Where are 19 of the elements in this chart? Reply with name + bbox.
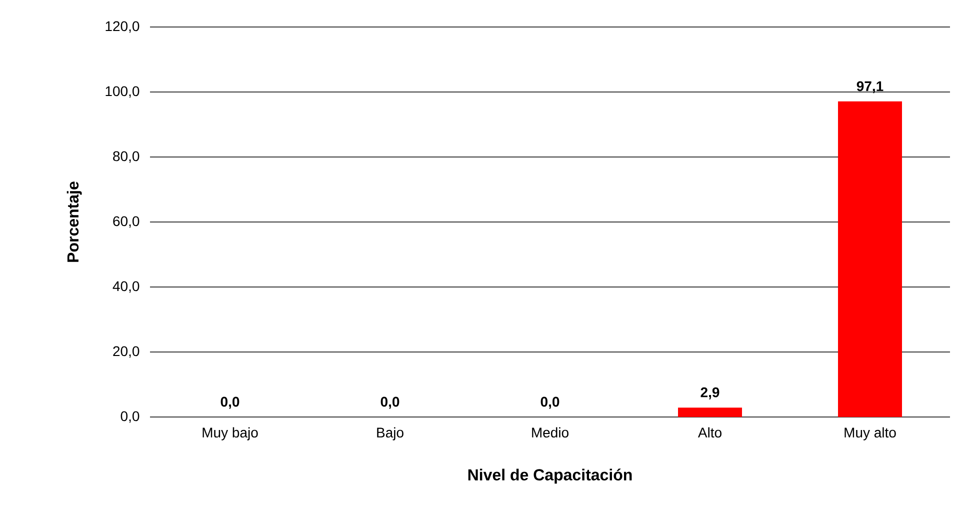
- x-tick-label: Bajo: [377, 427, 404, 440]
- y-tick-label: 60,0: [113, 216, 140, 228]
- y-tick-label: 40,0: [112, 281, 140, 293]
- data-label: 97,1: [856, 81, 884, 94]
- x-tick-label: Muy alto: [844, 427, 896, 440]
- data-label: 2,9: [700, 387, 720, 400]
- y-tick-label: 0,0: [120, 411, 140, 423]
- x-tick-label: Medio: [532, 427, 568, 438]
- data-label: 0,0: [540, 396, 560, 409]
- x-tick-label: Muy bajo: [202, 427, 258, 440]
- data-label: 0,0: [220, 396, 240, 409]
- y-tick-label: 120,0: [106, 21, 140, 33]
- x-axis-title: Nivel de Capacitación: [468, 468, 632, 484]
- y-tick-label: 20,0: [113, 346, 140, 358]
- data-label: 0,0: [380, 396, 400, 409]
- x-tick-label: Alto: [698, 427, 722, 438]
- y-axis-title: Porcentaje: [66, 182, 82, 262]
- y-tick-label: 100,0: [106, 86, 140, 98]
- y-tick-label: 80,0: [113, 151, 140, 163]
